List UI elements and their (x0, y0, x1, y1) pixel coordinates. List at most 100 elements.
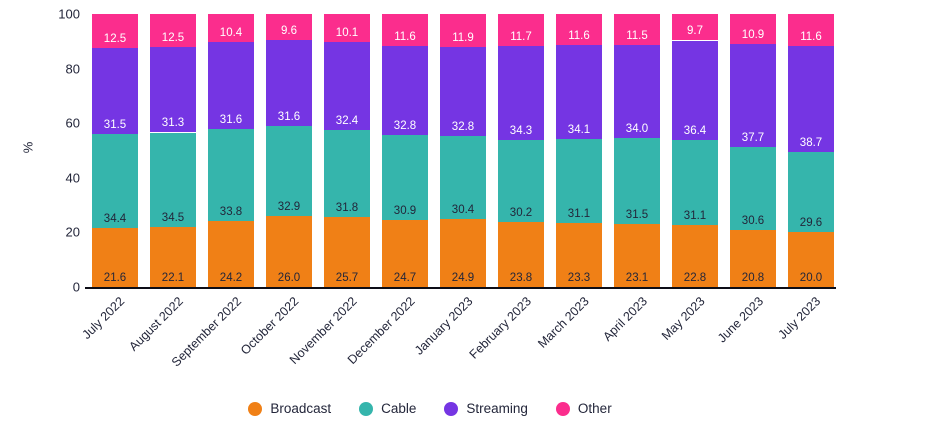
segment-streaming: 37.7 (730, 43, 776, 147)
segment-broadcast: 24.2 (208, 220, 254, 287)
segment-cable: 29.6 (788, 151, 834, 233)
segment-broadcast: 21.6 (92, 228, 138, 287)
segment-streaming: 31.6 (266, 39, 312, 127)
segment-value-label: 9.6 (281, 24, 297, 37)
segment-value-label: 31.3 (161, 117, 185, 130)
segment-value-label: 34.3 (509, 124, 533, 137)
y-tick-label: 40 (65, 170, 80, 186)
legend-label: Broadcast (270, 401, 332, 416)
x-axis-label: October 2022 (238, 294, 302, 358)
segment-value-label: 38.7 (799, 136, 823, 149)
bar-stack: 20.0 29.6 38.7 11.6 (788, 14, 834, 287)
segment-streaming: 32.8 (382, 45, 428, 136)
segment-cable: 30.9 (382, 135, 428, 220)
segment-broadcast: 23.3 (556, 223, 602, 287)
segment-value-label: 31.6 (219, 113, 243, 126)
segment-other: 12.5 (92, 14, 138, 49)
bar-december-2022: 24.7 30.9 32.8 11.6 December 2022 (345, 14, 428, 367)
segment-other: 9.6 (266, 14, 312, 40)
segment-value-label: 34.4 (103, 213, 127, 226)
segment-cable: 31.5 (614, 137, 660, 224)
bar-stack: 24.2 33.8 31.6 10.4 (208, 14, 254, 287)
segment-streaming: 34.0 (614, 45, 660, 138)
legend-label: Cable (381, 401, 417, 416)
segment-value-label: 30.4 (451, 204, 475, 217)
segment-value-label: 24.2 (219, 272, 243, 284)
legend-dot-icon (359, 401, 374, 416)
bar-stack: 22.1 34.5 31.3 12.5 (150, 14, 196, 287)
segment-value-label: 12.5 (161, 32, 185, 45)
segment-value-label: 30.2 (509, 207, 533, 220)
segment-value-label: 31.5 (103, 119, 127, 132)
segment-streaming: 38.7 (788, 45, 834, 152)
segment-cable: 32.9 (266, 126, 312, 217)
segment-broadcast: 23.8 (498, 222, 544, 287)
segment-value-label: 23.8 (509, 272, 533, 284)
x-axis-label: May 2023 (659, 294, 708, 343)
bar-stack: 25.7 31.8 32.4 10.1 (324, 14, 370, 287)
segment-value-label: 31.6 (277, 111, 301, 124)
segment-value-label: 23.1 (625, 272, 649, 284)
segment-other: 12.5 (150, 14, 196, 48)
bar-stack: 23.1 31.5 34.0 11.5 (614, 14, 660, 287)
legend-dot-icon (444, 401, 459, 416)
x-axis-label: March 2023 (535, 294, 592, 351)
segment-broadcast: 25.7 (324, 216, 370, 287)
bar-february-2023: 23.8 30.2 34.3 11.7 February 2023 (466, 14, 544, 362)
segment-value-label: 30.6 (741, 215, 765, 228)
legend-dot-icon (248, 401, 263, 416)
segment-value-label: 11.6 (568, 30, 590, 43)
segment-value-label: 32.4 (335, 115, 359, 128)
bar-may-2023: 22.8 31.1 36.4 9.7 May 2023 (659, 14, 718, 343)
segment-cable: 34.4 (92, 134, 138, 229)
segment-value-label: 37.7 (741, 131, 765, 144)
segment-value-label: 34.1 (567, 123, 591, 136)
segment-value-label: 10.1 (335, 26, 359, 39)
segment-value-label: 11.6 (800, 30, 822, 43)
segment-cable: 34.5 (150, 132, 196, 227)
y-tick-label: 80 (65, 61, 80, 77)
segment-other: 11.6 (788, 14, 834, 46)
bar-stack: 21.6 34.4 31.5 12.5 (92, 14, 138, 287)
segment-cable: 31.1 (672, 139, 718, 225)
segment-streaming: 31.3 (150, 47, 196, 133)
segment-value-label: 9.7 (687, 25, 703, 38)
segment-other: 10.1 (324, 14, 370, 42)
segment-value-label: 31.5 (625, 208, 649, 221)
segment-streaming: 31.5 (92, 48, 138, 135)
segment-broadcast: 23.1 (614, 223, 660, 287)
plot-area: 21.6 34.4 31.5 12.5 July 2022 22.1 34.5 31.3 12.… (80, 14, 834, 369)
bar-stack: 23.3 31.1 34.1 11.6 (556, 14, 602, 287)
segment-value-label: 31.1 (567, 208, 591, 221)
segment-value-label: 30.9 (393, 204, 417, 217)
segment-broadcast: 24.7 (382, 219, 428, 287)
y-tick-label: 0 (72, 279, 80, 295)
bar-stack: 24.9 30.4 32.8 11.9 (440, 14, 486, 287)
x-axis-label: July 2023 (775, 294, 824, 342)
x-axis-label: June 2023 (714, 294, 766, 346)
segment-streaming: 34.3 (498, 45, 544, 140)
segment-value-label: 24.7 (393, 272, 417, 284)
segment-cable: 30.6 (730, 146, 776, 231)
segment-cable: 30.2 (498, 139, 544, 223)
bar-august-2022: 22.1 34.5 31.3 12.5 August 2022 (126, 14, 196, 354)
segment-broadcast: 22.8 (672, 224, 718, 287)
bar-stack: 26.0 32.9 31.6 9.6 (266, 14, 312, 287)
x-axis-label: August 2022 (126, 294, 186, 354)
segment-value-label: 32.9 (277, 201, 301, 214)
segment-value-label: 31.1 (683, 209, 707, 222)
segment-value-label: 29.6 (799, 217, 823, 230)
segment-other: 11.9 (440, 14, 486, 47)
x-axis-label: January 2023 (412, 294, 476, 358)
segment-value-label: 33.8 (219, 205, 243, 218)
bar-april-2023: 23.1 31.5 34.0 11.5 April 2023 (600, 14, 660, 344)
legend-label: Other (577, 401, 612, 416)
segment-value-label: 34.5 (161, 211, 185, 224)
bar-stack: 24.7 30.9 32.8 11.6 (382, 14, 428, 287)
bar-july-2022: 21.6 34.4 31.5 12.5 July 2022 (80, 14, 138, 342)
segment-value-label: 23.3 (567, 272, 591, 284)
segment-cable: 31.8 (324, 130, 370, 217)
y-axis-ticks: 0 20 40 60 80 100 (0, 7, 80, 295)
bar-stack: 22.8 31.1 36.4 9.7 (672, 14, 718, 287)
bar-stack: 23.8 30.2 34.3 11.7 (498, 14, 544, 287)
